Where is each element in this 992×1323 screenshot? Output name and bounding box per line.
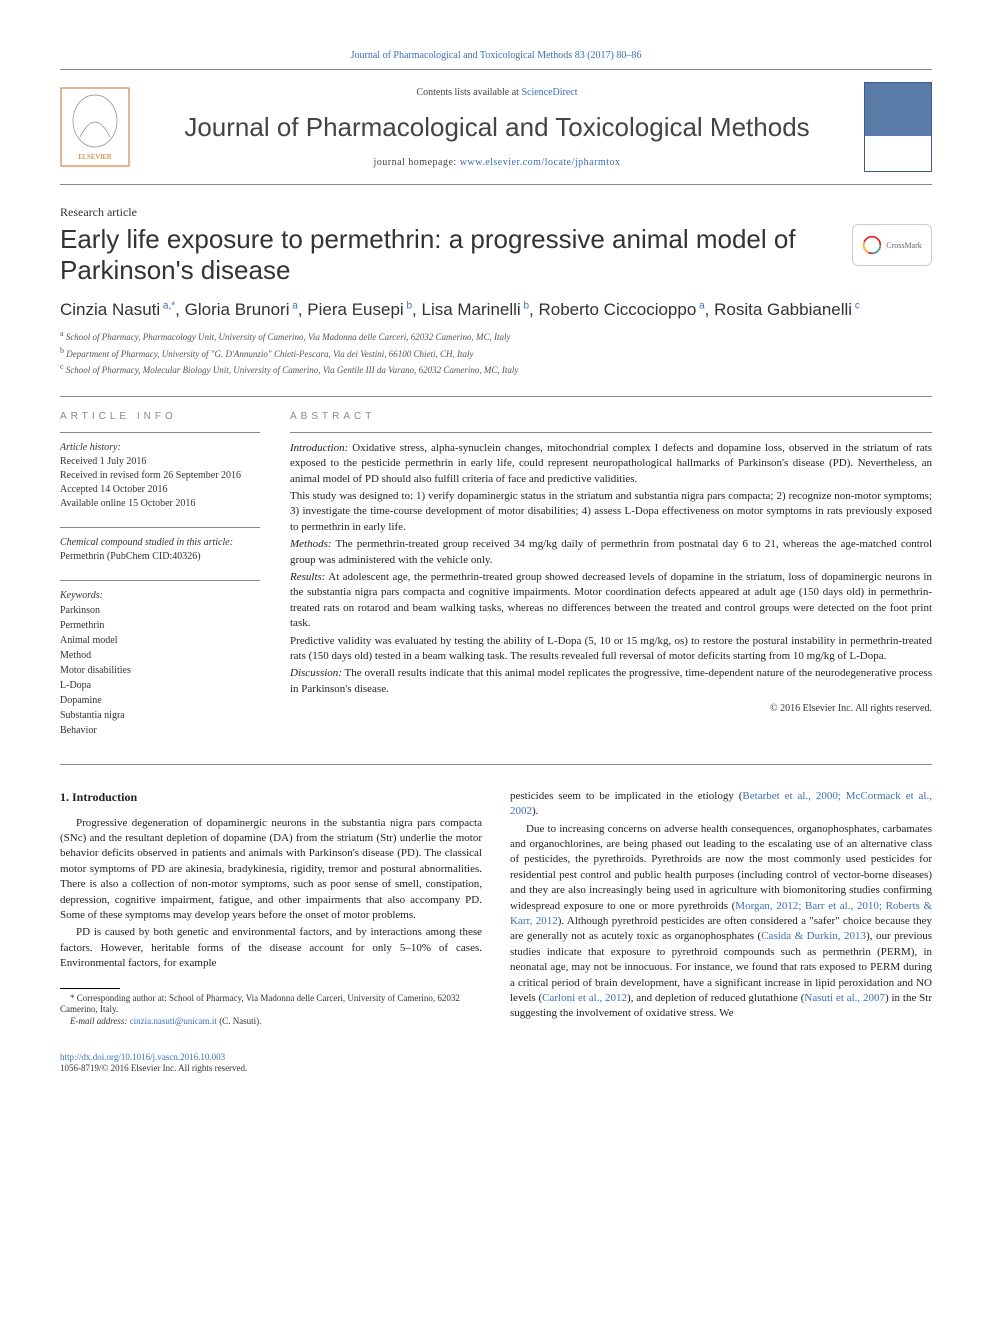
author-affil-sup: a — [696, 301, 704, 312]
divider — [60, 764, 932, 765]
keyword-item: Parkinson — [60, 603, 260, 618]
author: Cinzia Nasuti — [60, 300, 160, 319]
authors-line: Cinzia Nasuti a,*, Gloria Brunori a, Pie… — [60, 300, 932, 320]
doi-link[interactable]: http://dx.doi.org/10.1016/j.vascn.2016.1… — [60, 1052, 225, 1062]
abstract-section-label: Methods: — [290, 538, 332, 550]
author-affil-sup: a,* — [160, 301, 175, 312]
keyword-item: Substantia nigra — [60, 708, 260, 723]
abstract-paragraph: Introduction: Oxidative stress, alpha-sy… — [290, 441, 932, 487]
keywords-label: Keywords: — [60, 589, 260, 603]
journal-name: Journal of Pharmacological and Toxicolog… — [148, 112, 846, 143]
svg-text:ELSEVIER: ELSEVIER — [78, 153, 111, 161]
homepage-line: journal homepage: www.elsevier.com/locat… — [148, 157, 846, 168]
author: Gloria Brunori — [185, 300, 290, 319]
compound-block: Chemical compound studied in this articl… — [60, 536, 260, 564]
abstract-text: Introduction: Oxidative stress, alpha-sy… — [290, 441, 932, 697]
homepage-prefix: journal homepage: — [373, 157, 459, 168]
homepage-link[interactable]: www.elsevier.com/locate/jpharmtox — [460, 157, 621, 168]
affil-sup: c — [60, 362, 64, 371]
sciencedirect-link[interactable]: ScienceDirect — [521, 87, 577, 98]
section-heading-introduction: 1. Introduction — [60, 789, 482, 806]
abstract-section-label: Discussion: — [290, 667, 342, 679]
contents-lists-line: Contents lists available at ScienceDirec… — [148, 87, 846, 98]
corresponding-email-link[interactable]: cinzia.nasuti@unicam.it — [130, 1016, 217, 1026]
body-paragraph: Due to increasing concerns on adverse he… — [510, 822, 932, 1022]
elsevier-logo: ELSEVIER — [60, 87, 130, 167]
abstract-heading: abstract — [290, 411, 932, 422]
affiliations-block: a School of Pharmacy, Pharmacology Unit,… — [60, 328, 932, 378]
keyword-item: Animal model — [60, 633, 260, 648]
author: Roberto Ciccocioppo — [538, 300, 696, 319]
email-suffix: (C. Nasuti). — [217, 1016, 262, 1026]
author-affil-sup: a — [290, 301, 298, 312]
text-span: pesticides seem to be implicated in the … — [510, 790, 742, 802]
history-line: Accepted 14 October 2016 — [60, 483, 260, 497]
text-span: ). — [532, 805, 538, 817]
journal-header-band: ELSEVIER Contents lists available at Sci… — [60, 69, 932, 185]
journal-issue-header: Journal of Pharmacological and Toxicolog… — [60, 50, 932, 61]
affil-sup: a — [60, 329, 64, 338]
author: Piera Eusepi — [307, 300, 403, 319]
divider — [60, 432, 260, 433]
history-line: Received in revised form 26 September 20… — [60, 469, 260, 483]
affiliation-line: b Department of Pharmacy, University of … — [60, 345, 932, 362]
keyword-item: L-Dopa — [60, 678, 260, 693]
body-column-left: 1. Introduction Progressive degeneration… — [60, 789, 482, 1075]
author-affil-sup: b — [404, 301, 412, 312]
article-info-heading: article info — [60, 411, 260, 422]
abstract-paragraph: This study was designed to: 1) verify do… — [290, 489, 932, 535]
email-footnote: E-mail address: cinzia.nasuti@unicam.it … — [60, 1016, 482, 1028]
doi-block: http://dx.doi.org/10.1016/j.vascn.2016.1… — [60, 1052, 482, 1075]
abstract-paragraph: Discussion: The overall results indicate… — [290, 666, 932, 697]
author: Lisa Marinelli — [421, 300, 520, 319]
journal-cover-thumbnail — [864, 82, 932, 172]
author: Rosita Gabbianelli — [714, 300, 852, 319]
compound-value: Permethrin (PubChem CID:40326) — [60, 550, 260, 564]
citation-link[interactable]: Carloni et al., 2012 — [542, 992, 627, 1004]
affiliation-line: a School of Pharmacy, Pharmacology Unit,… — [60, 328, 932, 345]
abstract-copyright: © 2016 Elsevier Inc. All rights reserved… — [290, 703, 932, 714]
history-line: Received 1 July 2016 — [60, 455, 260, 469]
footnote-separator — [60, 988, 120, 989]
body-paragraph: PD is caused by both genetic and environ… — [60, 925, 482, 971]
keyword-item: Permethrin — [60, 618, 260, 633]
keywords-block: Keywords: ParkinsonPermethrinAnimal mode… — [60, 589, 260, 738]
article-history-block: Article history: Received 1 July 2016 Re… — [60, 441, 260, 511]
contents-prefix: Contents lists available at — [416, 87, 521, 98]
history-label: Article history: — [60, 441, 260, 455]
keyword-item: Method — [60, 648, 260, 663]
abstract-section-label: Results: — [290, 571, 325, 583]
body-paragraph: Progressive degeneration of dopaminergic… — [60, 816, 482, 924]
issn-copyright: 1056-8719/© 2016 Elsevier Inc. All right… — [60, 1063, 247, 1073]
affil-sup: b — [60, 346, 64, 355]
citation-link[interactable]: Casida & Durkin, 2013 — [761, 930, 866, 942]
divider — [60, 396, 932, 397]
crossmark-badge[interactable]: CrossMark — [852, 224, 932, 266]
citation-link[interactable]: Nasuti et al., 2007 — [804, 992, 885, 1004]
history-line: Available online 15 October 2016 — [60, 497, 260, 511]
author-affil-sup: c — [852, 301, 860, 312]
compound-label: Chemical compound studied in this articl… — [60, 536, 260, 550]
keyword-item: Dopamine — [60, 693, 260, 708]
text-span: Due to increasing concerns on adverse he… — [510, 823, 932, 912]
abstract-paragraph: Methods: The permethrin-treated group re… — [290, 537, 932, 568]
divider — [290, 432, 932, 433]
affiliation-line: c School of Pharmacy, Molecular Biology … — [60, 361, 932, 378]
abstract-section-label: Introduction: — [290, 442, 348, 454]
keyword-item: Motor disabilities — [60, 663, 260, 678]
article-title: Early life exposure to permethrin: a pro… — [60, 224, 834, 286]
abstract-paragraph: Predictive validity was evaluated by tes… — [290, 634, 932, 665]
corresponding-author-footnote: * Corresponding author at: School of Pha… — [60, 993, 482, 1016]
divider — [60, 580, 260, 581]
abstract-paragraph: Results: At adolescent age, the permethr… — [290, 570, 932, 632]
divider — [60, 527, 260, 528]
text-span: ), and depletion of reduced glutathione … — [627, 992, 804, 1004]
email-label: E-mail address: — [70, 1016, 127, 1026]
author-affil-sup: b — [521, 301, 529, 312]
body-paragraph: pesticides seem to be implicated in the … — [510, 789, 932, 820]
article-type: Research article — [60, 205, 932, 220]
body-column-right: pesticides seem to be implicated in the … — [510, 789, 932, 1075]
crossmark-label: CrossMark — [886, 241, 922, 250]
keyword-item: Behavior — [60, 723, 260, 738]
